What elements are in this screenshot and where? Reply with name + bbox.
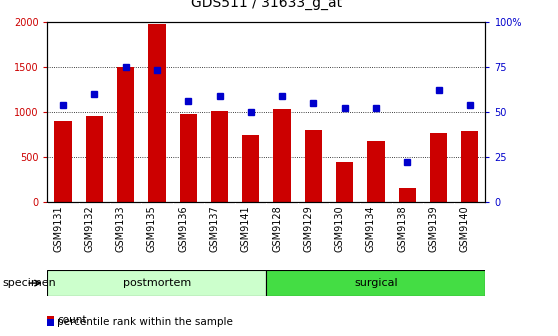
Text: GSM9132: GSM9132 [84, 205, 94, 252]
Text: GSM9136: GSM9136 [178, 205, 188, 252]
Bar [180, 115, 197, 202]
Text: postmortem: postmortem [123, 278, 191, 288]
Text: count: count [57, 315, 86, 325]
Bar [398, 188, 416, 202]
Text: GSM9131: GSM9131 [53, 205, 63, 252]
Bar [47, 270, 266, 296]
Bar [86, 116, 103, 202]
Bar [430, 133, 447, 202]
Text: GSM9138: GSM9138 [397, 205, 407, 252]
Bar [336, 162, 353, 202]
Bar [211, 111, 228, 202]
Bar [242, 135, 259, 202]
Text: percentile rank within the sample: percentile rank within the sample [57, 317, 233, 327]
Text: GSM9134: GSM9134 [366, 205, 376, 252]
Text: GSM9128: GSM9128 [272, 205, 282, 252]
Text: GSM9139: GSM9139 [429, 205, 439, 252]
Bar [266, 270, 485, 296]
Text: GSM9135: GSM9135 [147, 205, 157, 252]
Bar [117, 67, 134, 202]
Text: specimen: specimen [3, 278, 56, 288]
Bar [148, 24, 166, 202]
Text: GSM9133: GSM9133 [116, 205, 126, 252]
Bar [305, 130, 322, 202]
Text: GSM9140: GSM9140 [460, 205, 470, 252]
Text: GSM9129: GSM9129 [304, 205, 314, 252]
Bar [55, 121, 71, 202]
Text: surgical: surgical [354, 278, 398, 288]
Text: GSM9130: GSM9130 [335, 205, 345, 252]
Text: GDS511 / 31633_g_at: GDS511 / 31633_g_at [191, 0, 342, 10]
Text: GSM9137: GSM9137 [209, 205, 219, 252]
Text: GSM9141: GSM9141 [241, 205, 251, 252]
Bar [273, 109, 291, 202]
Bar [461, 131, 478, 202]
Bar [367, 141, 384, 202]
